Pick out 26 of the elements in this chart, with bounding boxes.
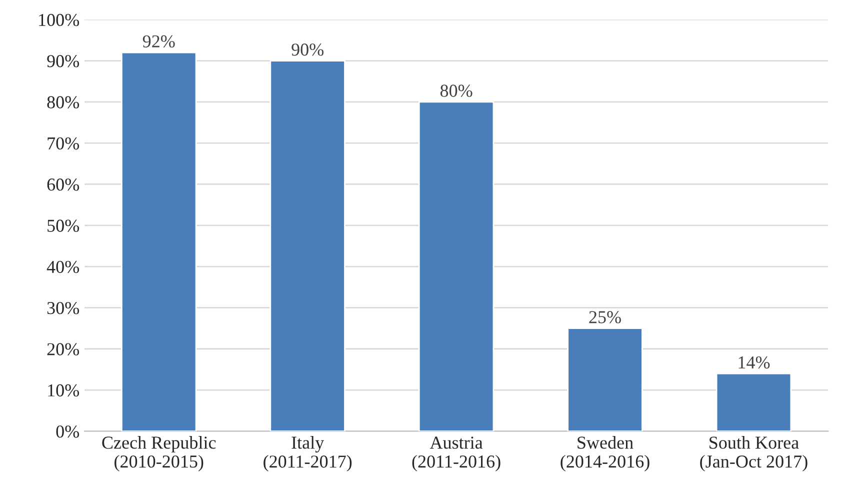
x-tick-label: Sweden (2014-2016)	[560, 436, 650, 472]
y-tick-label: 0%	[56, 425, 80, 438]
y-tick-label: 90%	[47, 55, 80, 68]
y-tick-label: 70%	[48, 137, 80, 150]
data-label: 90%	[292, 44, 324, 56]
y-tick-label: 100%	[39, 14, 80, 26]
y-tick-label: 20%	[47, 343, 80, 356]
data-label: 14%	[738, 356, 770, 369]
y-tick-label: 60%	[47, 178, 80, 191]
data-label: 92%	[142, 35, 175, 48]
x-tick-label: South Korea (Jan-Oct 2017)	[700, 436, 808, 472]
bar	[716, 372, 792, 432]
bar	[270, 60, 346, 432]
y-tick-label: 80%	[47, 96, 80, 108]
y-tick-label: 40%	[46, 260, 80, 274]
x-tick-label: Austria (2011-2016)	[412, 436, 500, 472]
bar	[120, 52, 197, 432]
bar	[418, 101, 494, 432]
y-tick-label: 50%	[48, 220, 80, 232]
y-tick-label: 10%	[48, 384, 80, 397]
bar	[567, 328, 643, 432]
data-label: 25%	[589, 311, 621, 324]
data-label: 80%	[440, 84, 472, 97]
y-tick-label: 30%	[47, 302, 80, 314]
x-tick-label: Italy (2011-2017)	[264, 436, 352, 472]
x-tick-label: Czech Republic (2010-2015)	[102, 436, 216, 472]
